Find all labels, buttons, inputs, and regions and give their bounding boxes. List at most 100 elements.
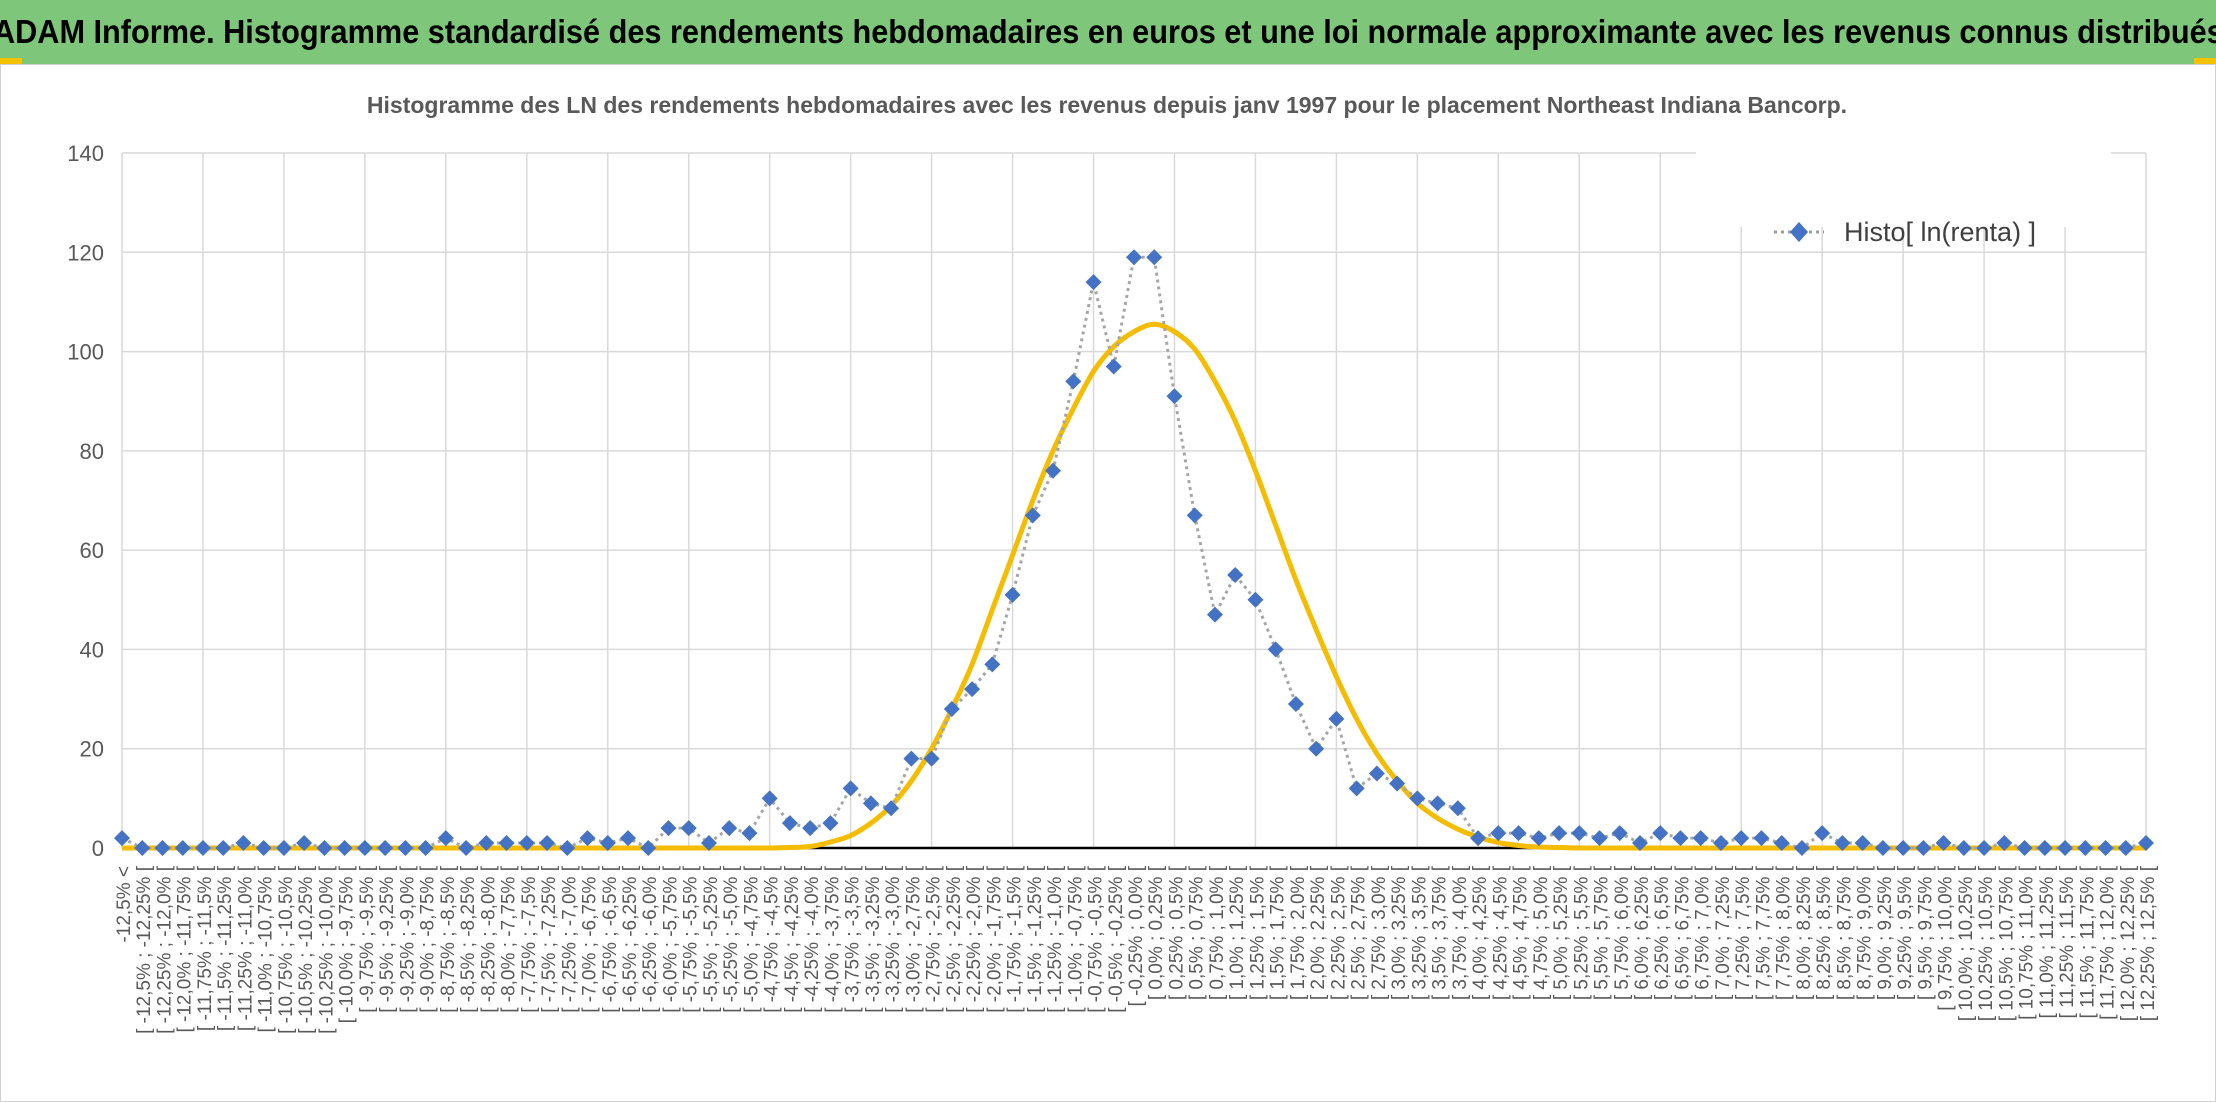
histogram-point-85 [1834,835,1851,852]
histogram-point-89 [1915,840,1932,856]
x-tick-label: [ 7,75% ; 8,0% [ [1774,865,1795,1000]
legend-background [1696,127,2111,227]
grid-lines [121,152,2147,849]
histogram-point-62 [1368,765,1385,782]
x-tick-label: [ -6,5% ; -6,25% [ [620,865,641,1013]
histogram-point-93 [1996,835,2013,852]
histogram-point-29 [700,835,717,852]
histogram-point-42 [964,681,981,698]
banner-title: ADAM Informe. Histogramme standardisé de… [0,13,2216,50]
x-tick-label: [ 6,25% ; 6,5% [ [1652,865,1673,1000]
x-tick-label: [ 4,75% ; 5,0% [ [1531,865,1552,1000]
x-tick-label: [ -4,75% ; -4,5% [ [762,865,783,1013]
histogram-point-0 [114,830,130,847]
histogram-point-77 [1672,830,1689,847]
histogram-point-83 [1793,840,1810,856]
x-tick-label: [ -11,75% ; -11,5% [ [195,865,216,1031]
histogram-point-90 [1935,835,1952,852]
histogram-point-82 [1773,835,1790,852]
histogram-point-55 [1227,566,1244,583]
histogram-point-8 [275,840,292,856]
x-tick-label: [ 8,0% ; 8,25% [ [1794,865,1815,1000]
histogram-point-31 [741,825,758,842]
x-tick-label: [ -9,25% ; -9,0% [ [397,865,418,1013]
x-axis-ticks: -12,5% <[ -12,5% ; -12,25% [[ -12,25% ; … [114,865,2159,1034]
x-tick-label: [ 6,75% ; 7,0% [ [1693,865,1714,1000]
y-tick-label: 120 [67,240,104,265]
histogram-point-53 [1186,507,1203,524]
x-tick-label: [ -3,75% ; -3,5% [ [843,865,864,1013]
x-tick-label: [ 8,25% ; 8,5% [ [1814,865,1835,1000]
x-tick-label: [ 11,25% ; 11,5% [ [2057,865,2078,1018]
x-tick-label: [ -0,75% ; -0,5% [ [1086,865,1107,1013]
x-tick-label: [ 5,25% ; 5,5% [ [1571,865,1592,1000]
histogram-point-57 [1267,641,1284,658]
x-tick-label: [ 2,75% ; 3,0% [ [1369,865,1390,1000]
x-tick-label: [ -3,25% ; -3,0% [ [883,865,904,1013]
histogram-point-17 [458,840,475,856]
histogram-point-86 [1854,835,1871,852]
histogram-point-78 [1692,830,1709,847]
histogram-point-67 [1470,830,1487,847]
banner-corner-right [2194,58,2216,64]
histogram-point-18 [478,835,495,852]
histogram-point-2 [154,840,171,856]
histogram-chart: 0 20 40 60 80 100 120 140 -12,5% <[ -12,5% ; -1… [67,92,2159,1034]
histogram-point-38 [883,800,900,817]
legend-diamond-marker [1790,222,1808,242]
x-tick-label: [ 8,75% ; 9,0% [ [1855,865,1876,1000]
histogram-point-24 [599,835,616,852]
histogram-point-98 [2097,840,2114,856]
histogram-point-41 [943,701,960,717]
x-tick-label: [ -4,25% ; -4,0% [ [802,865,823,1013]
histogram-point-30 [721,820,738,837]
histogram-point-45 [1024,507,1041,524]
x-tick-label: [ 7,0% ; 7,25% [ [1713,865,1734,1000]
histogram-point-26 [640,840,657,856]
histogram-point-50 [1126,249,1142,266]
histogram-point-36 [842,780,859,797]
histogram-point-71 [1551,825,1568,842]
x-tick-label: [ 7,25% ; 7,5% [ [1733,865,1754,1000]
histogram-point-51 [1146,249,1163,266]
histogram-point-87 [1874,840,1891,856]
histogram-point-76 [1652,825,1669,842]
x-tick-label: [ 1,25% ; 1,5% [ [1247,865,1268,1000]
x-tick-label: [ 2,25% ; 2,5% [ [1328,865,1349,1000]
histogram-point-95 [2036,840,2053,856]
x-tick-label: [ -12,0% ; -11,75% [ [175,865,196,1032]
histogram-point-37 [862,795,879,812]
x-tick-label: [ -11,5% ; -11,25% [ [215,865,236,1031]
x-tick-label: [ 6,0% ; 6,25% [ [1632,865,1653,1000]
histogram-point-97 [2077,840,2094,856]
histogram-point-33 [781,815,798,832]
histogram-point-23 [579,830,596,847]
y-tick-label: 60 [80,538,104,563]
x-tick-label: [ -10,25% ; -10,0% [ [316,865,337,1034]
x-tick-label: [ -11,0% ; -10,75% [ [256,865,277,1032]
histogram-point-56 [1247,591,1264,608]
x-tick-label: [ -1,25% ; -1,0% [ [1045,865,1066,1013]
histogram-point-10 [316,840,333,856]
histogram-point-72 [1571,825,1588,842]
histogram-point-58 [1287,696,1304,713]
x-tick-label: [ 0,75% ; 1,0% [ [1207,865,1228,1000]
histogram-point-52 [1166,388,1183,405]
x-tick-label: [ -3,5% ; -3,25% [ [863,865,884,1013]
x-tick-label: [ -5,0% ; -4,75% [ [741,865,762,1013]
x-tick-label: [ -1,75% ; -1,5% [ [1005,865,1026,1013]
x-tick-label: [ 6,5% ; 6,75% [ [1672,865,1693,1000]
x-tick-label: [ -6,25% ; -6,0% [ [640,865,661,1013]
x-tick-label: [ 5,0% ; 5,25% [ [1551,865,1572,1000]
x-tick-label: [ -6,75% ; -6,5% [ [600,865,621,1013]
histogram-point-46 [1045,462,1062,479]
x-tick-label: [ 8,5% ; 8,75% [ [1834,865,1855,1000]
histogram-point-49 [1105,358,1122,375]
histogram-point-69 [1510,825,1527,842]
x-tick-label: [ 0,0% ; 0,25% [ [1146,865,1167,1000]
x-tick-label: [ 9,25% ; 9,5% [ [1895,865,1916,1000]
histogram-point-32 [761,790,778,807]
histogram-point-13 [377,840,394,856]
x-tick-label: [ -12,5% ; -12,25% [ [134,865,155,1034]
histogram-point-27 [660,820,677,837]
